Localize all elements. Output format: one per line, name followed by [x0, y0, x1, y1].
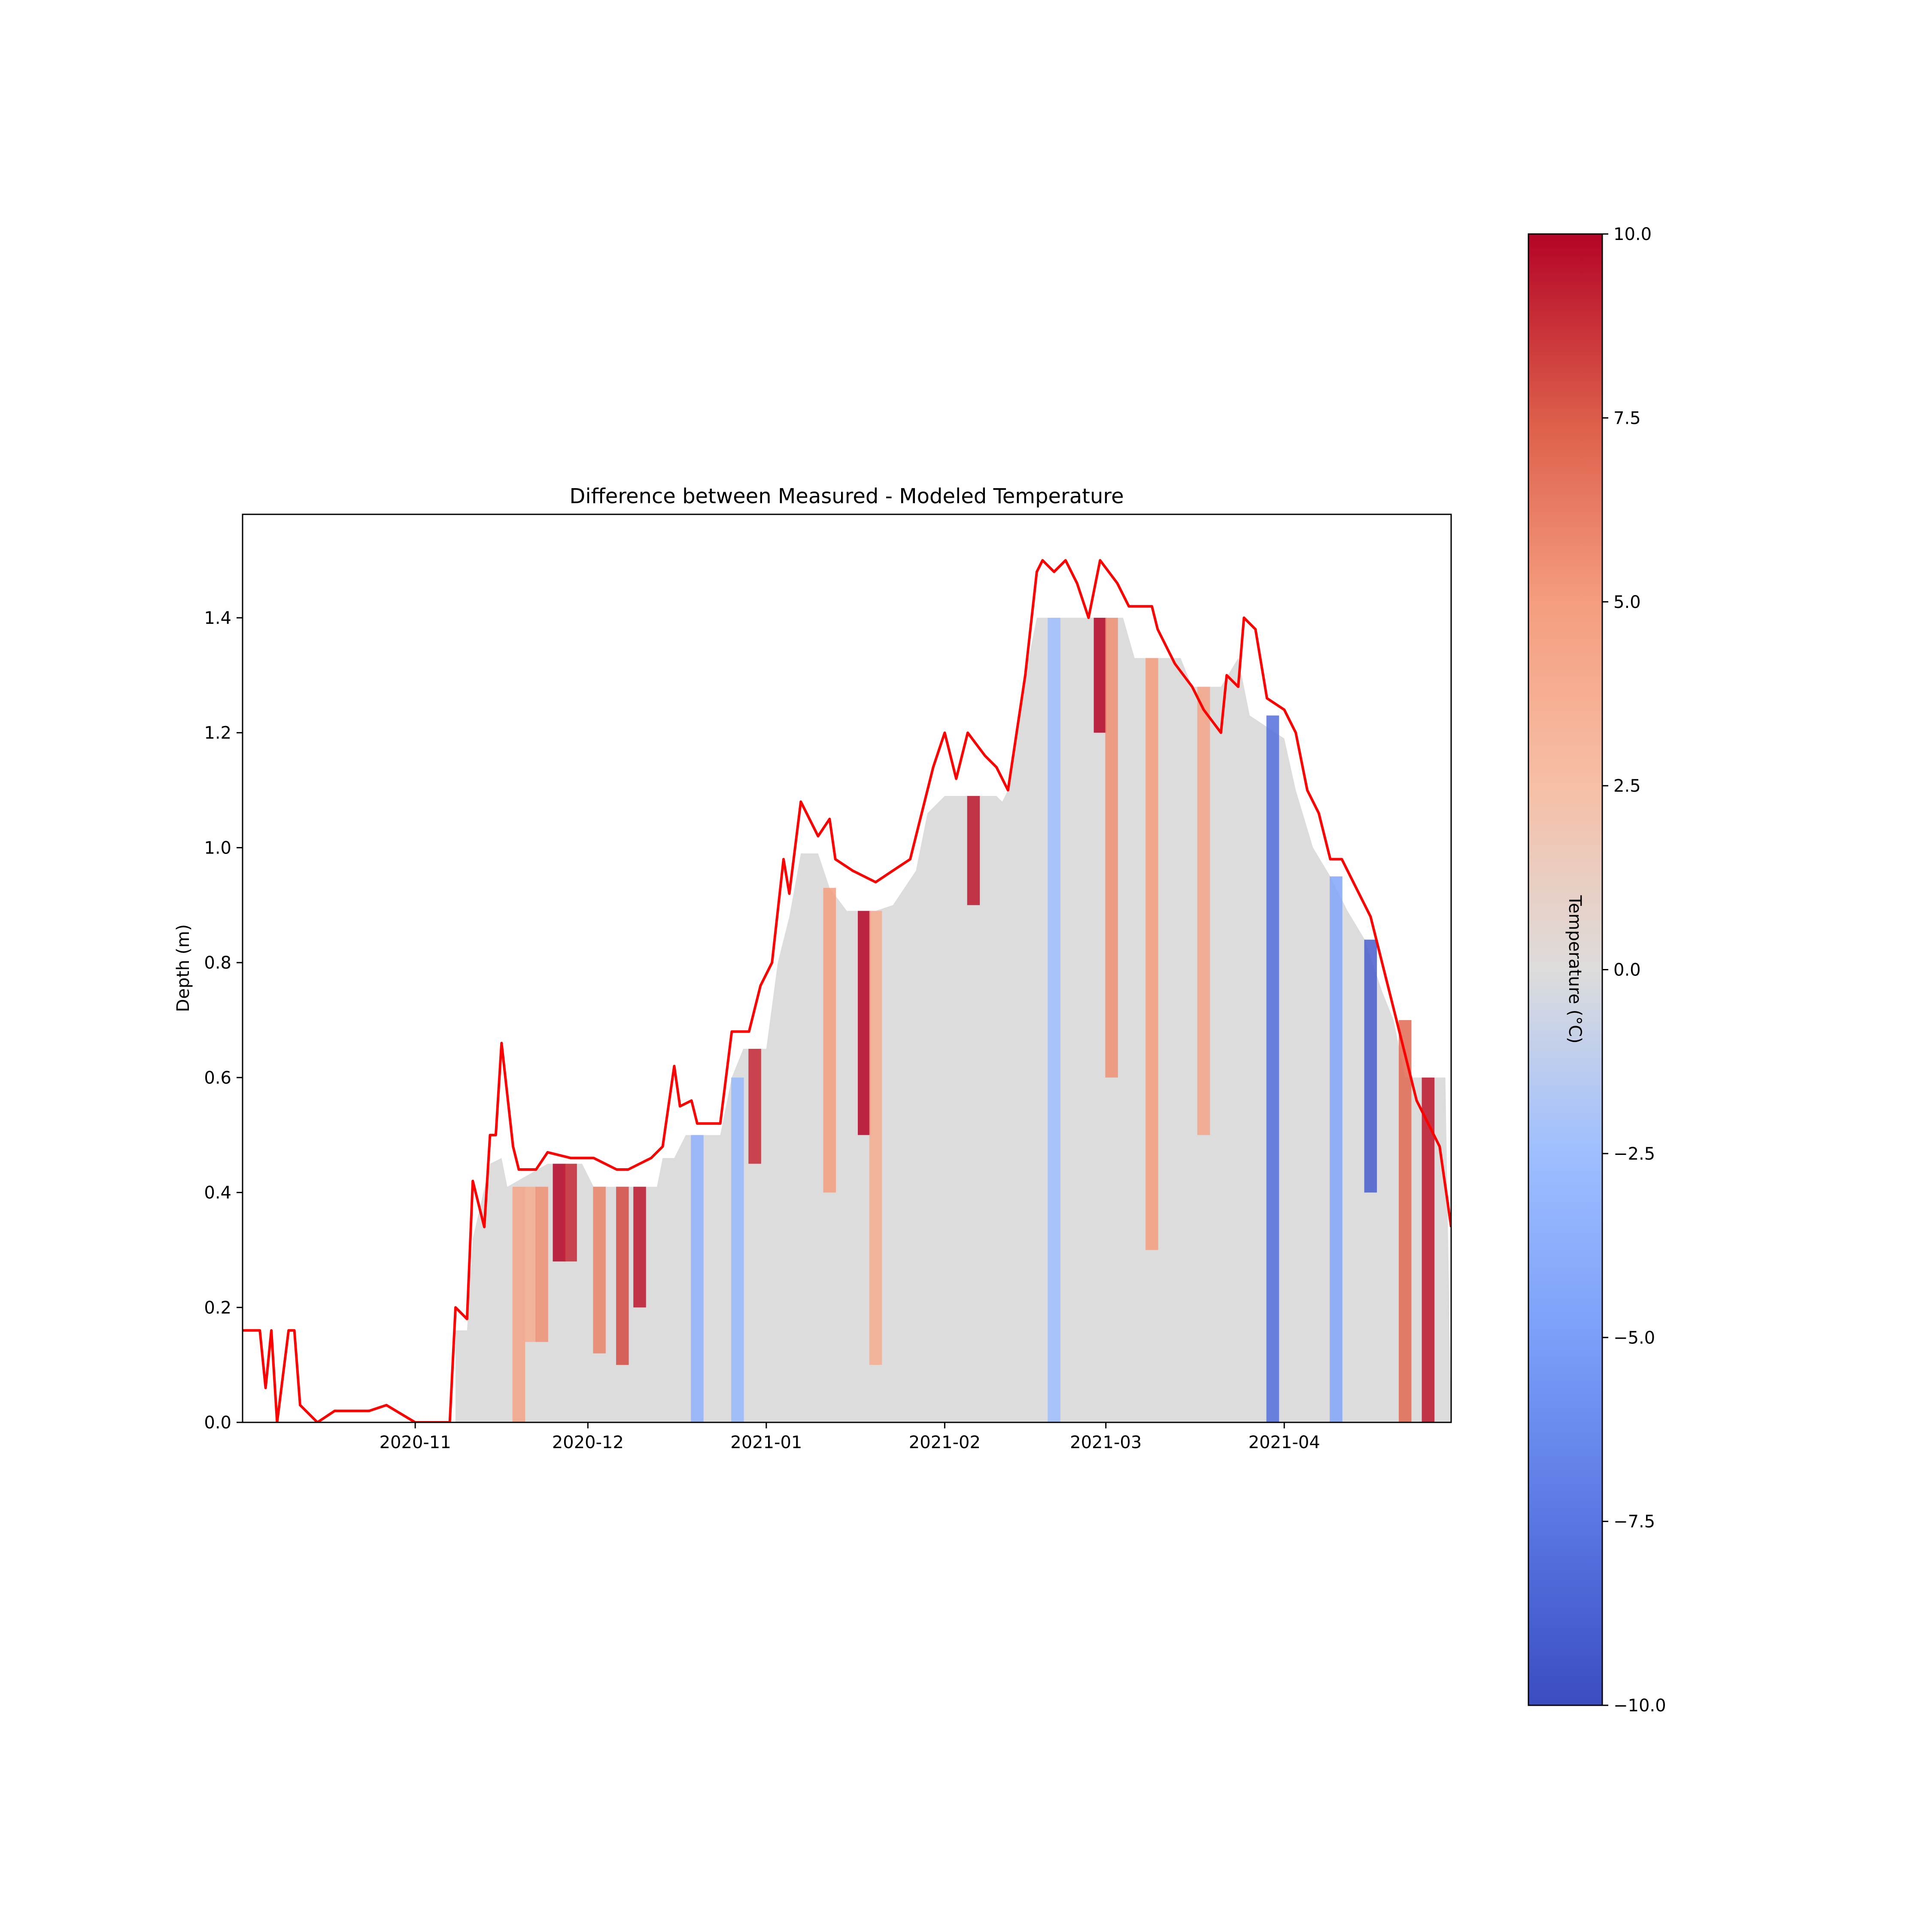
colorbar-ticks: −10.0 −7.5 −5.0 −2.5 0.0 2.5 5.0 7.5 10.0 [1602, 225, 1666, 1716]
anomaly-stripe [1364, 939, 1377, 1193]
x-axis: 2020-11 2020-12 2021-01 2021-02 2021-03 2021-… [380, 1422, 1320, 1452]
colorbar: −10.0 −7.5 −5.0 −2.5 0.0 2.5 5.0 7.5 10.0 Temper… [1528, 225, 1666, 1716]
colorbar-tick-label: 2.5 [1613, 776, 1641, 796]
anomaly-stripe [535, 1187, 548, 1342]
chart-title: Difference between Measured - Modeled Te… [569, 484, 1124, 508]
y-tick-label: 0.2 [204, 1298, 231, 1318]
y-tick-label: 1.0 [204, 838, 231, 858]
anomaly-stripe [1266, 715, 1279, 1422]
colorbar-tick-label: 5.0 [1613, 592, 1641, 612]
y-axis: 0.0 0.2 0.4 0.6 0.8 1.0 1.2 1.4 [204, 608, 243, 1433]
anomaly-stripe [512, 1187, 526, 1422]
x-tick-label: 2020-12 [552, 1433, 624, 1452]
colorbar-tick-label: 10.0 [1613, 225, 1652, 244]
anomaly-stripe [858, 911, 871, 1135]
colorbar-tick-label: −7.5 [1613, 1512, 1655, 1532]
anomaly-stripe [967, 796, 980, 905]
anomaly-stripe [1094, 617, 1107, 733]
colorbar-tick-label: 0.0 [1613, 960, 1641, 980]
colorbar-tick-label: −2.5 [1613, 1144, 1655, 1164]
x-tick-label: 2021-02 [909, 1433, 981, 1452]
anomaly-stripe [1422, 1077, 1435, 1422]
colorbar-tick-label: 7.5 [1613, 408, 1641, 428]
x-tick-label: 2020-11 [380, 1433, 451, 1452]
colorbar-gradient [1528, 233, 1603, 1706]
y-axis-label: Depth (m) [173, 924, 193, 1012]
anomaly-stripe [616, 1187, 629, 1365]
anomaly-layer [512, 617, 1435, 1422]
anomaly-stripe [564, 1163, 577, 1262]
y-tick-label: 1.4 [204, 608, 231, 628]
anomaly-stripe [869, 911, 882, 1365]
anomaly-stripe [1330, 876, 1343, 1422]
snow-depth-line [243, 559, 1451, 1422]
y-tick-label: 0.0 [204, 1413, 231, 1433]
anomaly-stripe [823, 888, 836, 1193]
colorbar-tick-label: −5.0 [1613, 1328, 1655, 1348]
anomaly-stripe [524, 1187, 537, 1342]
plot-frame [242, 513, 1452, 1423]
y-tick-label: 0.4 [204, 1183, 231, 1203]
colorbar-label: Temperature (°C) [1565, 895, 1585, 1043]
anomaly-stripe [748, 1048, 761, 1164]
y-tick-label: 0.8 [204, 953, 231, 973]
anomaly-stripe [593, 1187, 606, 1354]
anomaly-stripe [633, 1187, 646, 1308]
anomaly-stripe [1105, 617, 1118, 1078]
anomaly-stripe [1197, 687, 1210, 1135]
anomaly-stripe [1399, 1020, 1412, 1422]
x-tick-label: 2021-04 [1249, 1433, 1320, 1452]
plot-area [243, 559, 1451, 1422]
x-tick-label: 2021-01 [730, 1433, 802, 1452]
anomaly-stripe [553, 1163, 565, 1262]
anomaly-stripe [731, 1077, 744, 1422]
y-tick-label: 1.2 [204, 723, 231, 743]
y-tick-label: 0.6 [204, 1068, 231, 1088]
anomaly-stripe [1145, 658, 1158, 1250]
anomaly-stripe [691, 1135, 704, 1422]
anomaly-stripe [1048, 617, 1060, 1422]
colorbar-tick-label: −10.0 [1613, 1696, 1666, 1716]
x-tick-label: 2021-03 [1070, 1433, 1142, 1452]
